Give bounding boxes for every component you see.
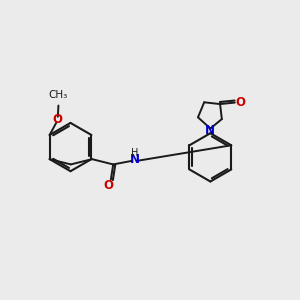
Text: N: N: [206, 124, 215, 137]
Text: H: H: [131, 148, 138, 158]
Text: O: O: [53, 113, 63, 126]
Text: O: O: [235, 96, 245, 109]
Text: O: O: [103, 179, 113, 192]
Text: CH₃: CH₃: [49, 90, 68, 100]
Text: N: N: [130, 153, 140, 166]
